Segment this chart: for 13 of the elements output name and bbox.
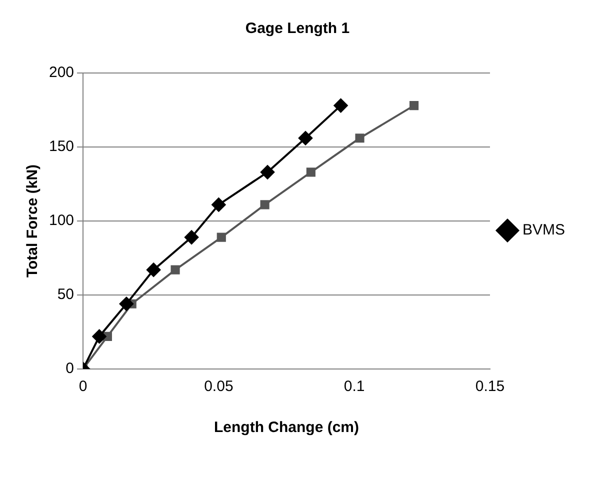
- y-tick-label: 50: [57, 286, 74, 304]
- y-tick-label: 200: [48, 64, 74, 82]
- x-tick-label: 0.15: [475, 378, 505, 396]
- legend-label: BVMS: [522, 222, 566, 239]
- chart-title: Gage Length 1: [245, 20, 350, 38]
- y-axis-title: Total Force (kN): [24, 164, 42, 278]
- x-tick-label: 0: [78, 378, 88, 396]
- y-tick-label: 100: [48, 212, 74, 230]
- y-tick-label: 0: [66, 360, 74, 378]
- x-tick-label: 0.1: [344, 378, 365, 396]
- y-tick-label: 150: [48, 138, 74, 156]
- x-tick-label: 0.05: [204, 378, 234, 396]
- x-axis-title: Length Change (cm): [214, 419, 360, 436]
